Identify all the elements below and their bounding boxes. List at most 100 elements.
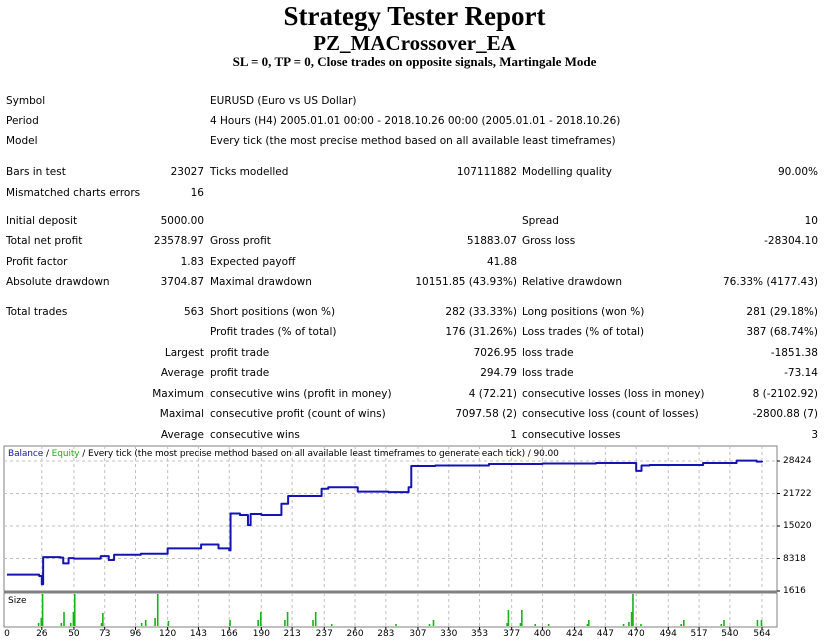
ea-settings: SL = 0, TP = 0, Close trades on opposite…	[232, 54, 597, 69]
y-axis-label: 8318	[783, 553, 806, 564]
x-axis-label: 424	[565, 629, 584, 639]
size-bar	[587, 620, 590, 626]
x-axis-label: 330	[440, 629, 458, 639]
size-bar	[432, 620, 435, 626]
size-bar	[507, 610, 510, 626]
stats-row: Maximal consecutive profit (count of wins…	[0, 405, 829, 423]
size-bar	[519, 623, 522, 626]
stats-row: Mismatched charts errors 16	[0, 184, 829, 202]
label-col1: Mismatched charts errors	[6, 187, 141, 199]
label-col2: consecutive wins	[210, 429, 300, 441]
label-col3: Long positions (won %)	[522, 306, 645, 318]
label-col3: Spread	[522, 215, 559, 227]
value-col1: Maximum	[152, 388, 204, 400]
stats-row: Average profit trade 294.79 loss trade -73.1…	[0, 364, 829, 382]
value-col3: -28304.10	[764, 235, 818, 247]
x-axis-label: 120	[159, 629, 177, 639]
size-bar	[154, 618, 156, 626]
size-bar	[630, 612, 633, 626]
y-axis-label: 1616	[783, 586, 806, 596]
size-bar	[395, 624, 397, 626]
size-bar	[720, 624, 723, 626]
size-bar	[73, 594, 76, 626]
size-bar	[314, 612, 317, 626]
model-label: Model	[6, 135, 38, 147]
stats-row: Profit factor 1.83 Expected payoff 41.88	[0, 253, 829, 271]
legend-description: / Every tick (the most precise method ba…	[79, 449, 559, 459]
size-bar	[260, 612, 262, 626]
label-col3: Loss trades (% of total)	[522, 326, 645, 338]
model-row: Model Every tick (the most precise metho…	[0, 132, 829, 150]
main-panel-frame	[3, 445, 778, 592]
value-col1: Average	[160, 367, 204, 379]
size-bar	[257, 620, 259, 626]
symbol-label: Symbol	[6, 95, 46, 107]
label-col3: consecutive losses	[522, 429, 621, 441]
value-col2: 51883.07	[466, 235, 517, 247]
label-col3: Relative drawdown	[522, 276, 623, 288]
balance-chart-canvas	[3, 445, 780, 630]
balance-line	[7, 459, 763, 586]
legend-equity: Equity	[51, 449, 80, 459]
x-axis-label: 0	[4, 629, 10, 639]
value-col2: 1	[510, 429, 517, 441]
size-bar	[100, 623, 103, 626]
x-axis-label: 283	[377, 629, 395, 639]
label-col1: Total net profit	[6, 235, 83, 247]
period-row: Period 4 Hours (H4) 2005.01.01 00:00 - 2…	[0, 112, 829, 130]
x-axis-label: 377	[503, 629, 521, 639]
label-col1: Initial deposit	[6, 215, 78, 227]
stats-row: Average consecutive wins 1 consecutive loss…	[0, 426, 829, 444]
label-col2: Profit trades (% of total)	[210, 326, 337, 338]
stats-row: Total trades 563 Short positions (won %) 28…	[0, 303, 829, 321]
size-bar	[140, 623, 143, 626]
value-col1: 3704.87	[160, 276, 204, 288]
value-col1: Average	[160, 429, 204, 441]
x-axis-label: 564	[753, 629, 771, 639]
value-col3: 3	[811, 429, 818, 441]
size-bar	[547, 624, 550, 626]
value-col1: 1.83	[180, 256, 204, 268]
label-col2: Short positions (won %)	[210, 306, 336, 318]
value-col1: 16	[190, 187, 204, 199]
x-axis-label: 540	[721, 629, 739, 639]
value-col3: 76.33% (4177.43)	[723, 276, 818, 288]
value-col3: 8 (-2102.92)	[752, 388, 818, 400]
value-col2: 107111882	[456, 166, 517, 178]
x-axis-label: 307	[409, 629, 427, 639]
size-bar	[312, 620, 314, 626]
x-axis-label: 447	[596, 629, 614, 639]
value-col2: 176 (31.26%)	[445, 326, 517, 338]
value-col3: -73.14	[784, 367, 818, 379]
y-axis-label: 21722	[783, 488, 812, 499]
size-panel-label: Size	[8, 596, 27, 606]
stats-row: Largest profit trade 7026.95 loss trade -185…	[0, 344, 829, 362]
value-col2: 294.79	[480, 367, 517, 379]
label-col2: Gross profit	[210, 235, 271, 247]
report-title: Strategy Tester Report	[283, 1, 546, 31]
size-panel-frame	[3, 592, 778, 628]
label-col1: Bars in test	[6, 166, 66, 178]
y-axis-label: 28424	[783, 456, 812, 466]
size-bar	[640, 624, 642, 626]
size-bar	[41, 594, 44, 626]
size-bar	[760, 620, 763, 626]
label-col2: Expected payoff	[210, 256, 296, 268]
label-col1: Profit factor	[6, 256, 68, 268]
period-value: 4 Hours (H4) 2005.01.01 00:00 - 2018.10.…	[210, 115, 621, 127]
x-axis-label: 353	[470, 629, 489, 639]
size-bar	[632, 594, 634, 626]
label-col2: Ticks modelled	[210, 166, 289, 178]
balance-chart: Balance / Equity / Every tick (the most …	[0, 445, 829, 643]
label-col2: Maximal drawdown	[210, 276, 312, 288]
x-axis-label: 190	[252, 629, 270, 639]
size-bar	[628, 622, 630, 626]
size-bar	[72, 612, 75, 626]
size-bar	[521, 610, 523, 626]
value-col1: Maximal	[159, 408, 204, 420]
x-axis-label: 260	[346, 629, 364, 639]
value-col3: -2800.88 (7)	[752, 408, 818, 420]
x-axis-label: 470	[627, 629, 645, 639]
x-axis-label: 96	[129, 629, 142, 639]
chart-legend: Balance / Equity / Every tick (the most …	[8, 448, 559, 460]
